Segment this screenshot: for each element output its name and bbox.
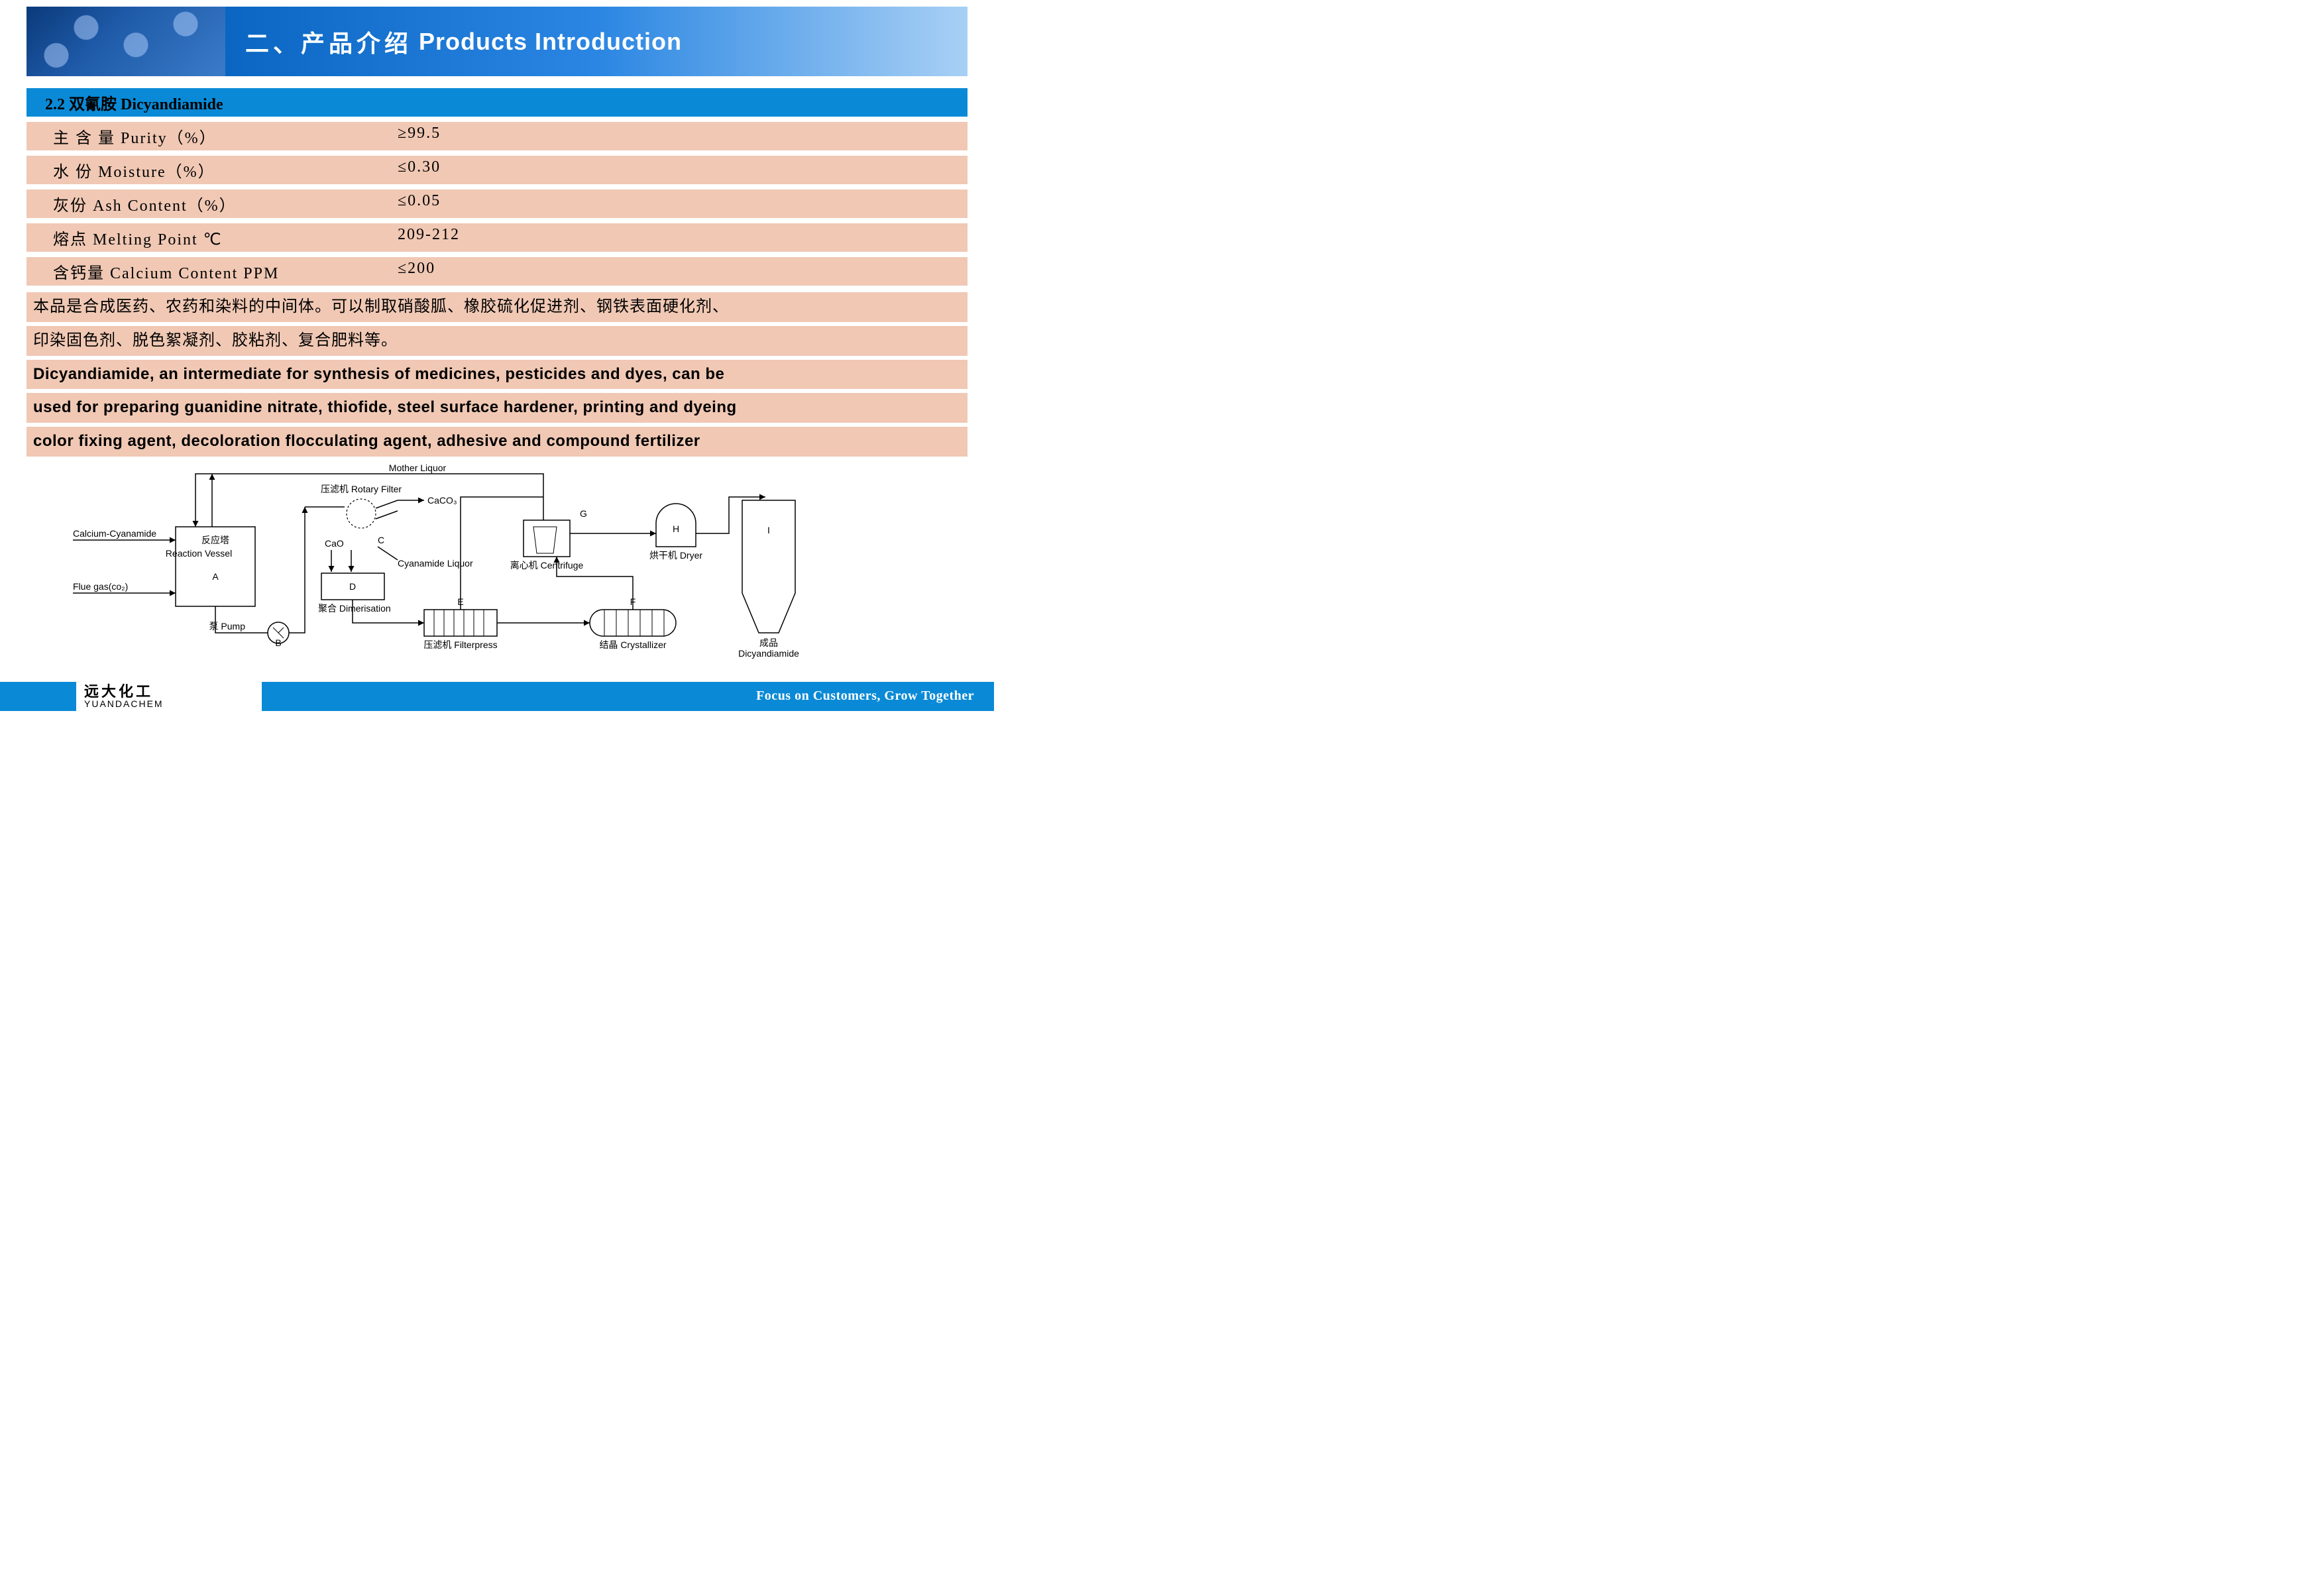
desc-cn-line: 印染固色剂、脱色絮凝剂、胶粘剂、复合肥料等。 (27, 326, 968, 356)
label-reaction-vessel-cn: 反应塔 (201, 535, 229, 545)
description-en: Dicyandiamide, an intermediate for synth… (27, 360, 968, 457)
spec-row: 灰份 Ash Content（%） ≤0.05 (27, 190, 968, 218)
footer-slogan: Focus on Customers, Grow Together (756, 688, 974, 704)
node-H: H (673, 523, 679, 534)
spec-value: 209-212 (398, 226, 968, 249)
footer-company: 远大化工 YUANDACHEM (76, 682, 262, 711)
label-dimerisation: 聚合 Dimerisation (318, 603, 391, 614)
desc-cn-line: 本品是合成医药、农药和染料的中间体。可以制取硝酸胍、橡胶硫化促进剂、钢铁表面硬化… (27, 292, 968, 322)
desc-en-line: Dicyandiamide, an intermediate for synth… (27, 360, 968, 390)
spec-value: ≥99.5 (398, 125, 968, 148)
section-title: 2.2 双氰胺 Dicyandiamide (45, 96, 223, 113)
spec-value: ≤0.30 (398, 158, 968, 182)
label-cyanamide-liquor: Cyanamide Liquor (398, 558, 473, 569)
spec-label: 灰份 Ash Content（%） (53, 192, 398, 215)
label-product-en: Dicyandiamide (738, 648, 799, 659)
spec-label: 熔点 Melting Point ℃ (53, 226, 398, 249)
desc-en-line: used for preparing guanidine nitrate, th… (27, 393, 968, 423)
header-title: 二、产品介绍 Products Introduction (225, 7, 968, 76)
label-centrifuge: 离心机 Centrifuge (510, 560, 584, 571)
footer-company-cn: 远大化工 (84, 685, 262, 699)
label-rotary-filter: 压滤机 Rotary Filter (321, 484, 402, 494)
spec-label: 主 含 量 Purity（%） (53, 125, 398, 148)
node-A: A (212, 571, 219, 582)
label-product-cn: 成品 (759, 637, 778, 648)
spec-row: 主 含 量 Purity（%） ≥99.5 (27, 122, 968, 150)
footer: 远大化工 YUANDACHEM Focus on Customers, Grow… (0, 682, 994, 711)
desc-en-line: color fixing agent, decoloration floccul… (27, 427, 968, 457)
spec-row: 水 份 Moisture（%） ≤0.30 (27, 156, 968, 184)
label-calcium-cyanamide: Calcium-Cyanamide (73, 528, 156, 539)
footer-company-en: YUANDACHEM (84, 699, 262, 708)
header-title-cn: 二、产品介绍 (245, 25, 412, 59)
node-D: D (349, 581, 356, 592)
label-filterpress: 压滤机 Filterpress (423, 639, 497, 650)
spec-row: 含钙量 Calcium Content PPM ≤200 (27, 257, 968, 286)
node-I: I (767, 525, 770, 535)
label-mother-liquor: Mother Liquor (389, 463, 447, 473)
spec-value: ≤0.05 (398, 192, 968, 215)
spec-label: 水 份 Moisture（%） (53, 158, 398, 182)
header-decorative-image (27, 7, 225, 76)
node-C: C (378, 535, 384, 545)
label-pump: 泵 Pump (209, 621, 246, 631)
label-reaction-vessel-en: Reaction Vessel (166, 548, 232, 559)
spec-label: 含钙量 Calcium Content PPM (53, 260, 398, 283)
flow-svg: 反应塔 Reaction Vessel A Calcium-Cyanamide … (27, 461, 968, 679)
label-crystallizer: 结晶 Crystallizer (599, 639, 666, 650)
footer-slogan-bar: Focus on Customers, Grow Together (262, 682, 994, 711)
header-title-en: Products Introduction (419, 28, 682, 56)
label-caco3: CaCO₃ (427, 495, 457, 506)
header-banner: 二、产品介绍 Products Introduction (27, 7, 968, 76)
spec-value: ≤200 (398, 260, 968, 283)
spec-row: 熔点 Melting Point ℃ 209-212 (27, 223, 968, 252)
node-B: B (275, 637, 281, 648)
description-cn: 本品是合成医药、农药和染料的中间体。可以制取硝酸胍、橡胶硫化促进剂、钢铁表面硬化… (27, 292, 968, 356)
section-title-bar: 2.2 双氰胺 Dicyandiamide (27, 88, 968, 117)
footer-left-bar (0, 682, 76, 711)
process-flow-diagram: 反应塔 Reaction Vessel A Calcium-Cyanamide … (27, 461, 968, 679)
node-G: G (580, 508, 587, 519)
label-cao: CaO (325, 538, 344, 549)
spec-table: 主 含 量 Purity（%） ≥99.5 水 份 Moisture（%） ≤0… (27, 122, 968, 286)
label-dryer: 烘干机 Dryer (649, 550, 702, 561)
label-flue-gas: Flue gas(co₂) (73, 581, 128, 592)
